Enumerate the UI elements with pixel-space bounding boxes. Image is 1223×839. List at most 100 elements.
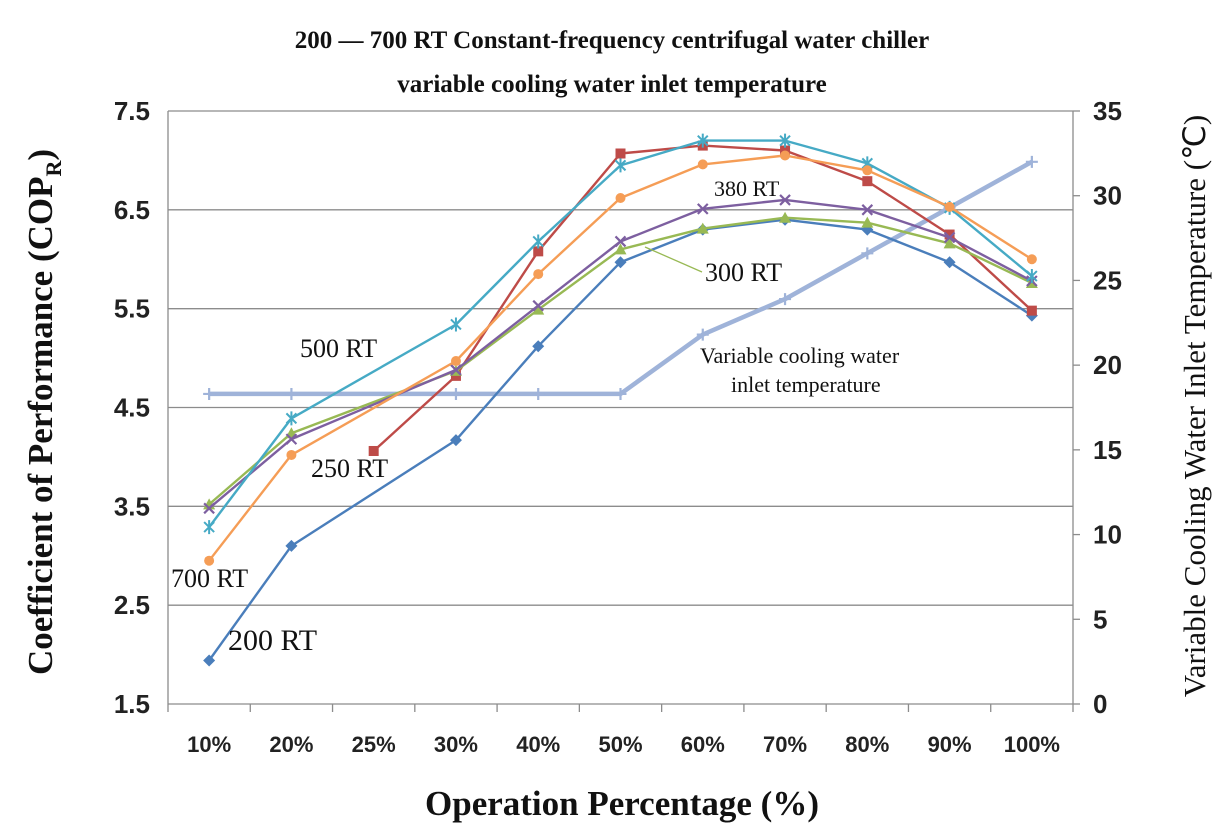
- y-left-tick-label: 2.5: [114, 590, 150, 620]
- leader-layer: [644, 246, 703, 273]
- y-axis-title-left-end: ): [21, 149, 60, 161]
- point-200-rt: [943, 256, 956, 269]
- y-axis-title-left-sub: R: [41, 160, 66, 177]
- y-left-tick-label: 4.5: [114, 393, 150, 423]
- grid-layer: [168, 110, 1073, 606]
- y-left-tick-label: 3.5: [114, 491, 150, 521]
- point-300-rt: [861, 216, 874, 228]
- x-tick-label: 60%: [681, 732, 725, 757]
- point-variable-cooling-water-inlet-temperature: [1025, 155, 1038, 168]
- y-left-tick-label: 1.5: [114, 689, 150, 719]
- y-right-tick-label: 30: [1093, 181, 1122, 211]
- series-700-rt: [204, 150, 1037, 566]
- annotation-500rt: 500 RT: [300, 334, 377, 363]
- point-700-rt: [286, 449, 297, 460]
- point-200-rt: [203, 654, 216, 667]
- chart-title-line2: variable cooling water inlet temperature: [397, 71, 827, 98]
- leader-300rt: [644, 246, 703, 273]
- point-200-rt: [614, 256, 627, 269]
- annotation-250rt: 250 RT: [311, 454, 388, 483]
- series-line-200-rt: [208, 218, 1033, 662]
- point-200-rt: [532, 340, 545, 353]
- point-500-rt: [779, 133, 791, 148]
- point-300-rt: [779, 211, 792, 223]
- point-380-rt: [450, 364, 462, 376]
- point-200-rt: [285, 539, 298, 552]
- point-variable-cooling-water-inlet-temperature: [614, 387, 627, 400]
- series-line-250-rt: [372, 144, 1033, 452]
- x-tick-label: 25%: [352, 732, 396, 757]
- point-300-rt: [532, 303, 545, 315]
- series-380-rt: [203, 194, 1038, 515]
- point-380-rt: [779, 194, 791, 206]
- point-700-rt: [862, 165, 873, 176]
- point-500-rt: [203, 520, 215, 535]
- annotation-temp-line1: Variable cooling water: [700, 343, 900, 368]
- series-250-rt: [368, 140, 1037, 456]
- point-380-rt: [614, 235, 627, 248]
- x-axis-title: Operation Percentage (%): [425, 784, 819, 823]
- x-tick-label: 50%: [598, 732, 642, 757]
- annotation-300rt: 300 RT: [705, 258, 782, 287]
- x-tick-label: 10%: [187, 732, 231, 757]
- point-500-rt: [1026, 269, 1038, 284]
- y-right-tick-label: 5: [1093, 604, 1107, 634]
- y-axis-title-left-main: Coefficient of Performance (COP: [21, 177, 60, 676]
- point-700-rt: [615, 192, 626, 203]
- point-500-rt: [285, 411, 298, 426]
- y-axis-title-right: Variable Cooling Water Inlet Temperature…: [1177, 115, 1212, 698]
- y-axis-title-left: Coefficient of Performance (COPR): [21, 149, 66, 675]
- series-line-380-rt: [208, 198, 1033, 510]
- y-right-tick-label: 10: [1093, 520, 1122, 550]
- point-250-rt: [862, 176, 873, 187]
- x-tick-label: 20%: [269, 732, 313, 757]
- point-380-rt: [285, 433, 298, 445]
- point-380-rt: [203, 502, 215, 515]
- point-380-rt: [861, 204, 874, 216]
- annotation-temp-line2: inlet temperature: [731, 372, 881, 397]
- y-left-tick-label: 6.5: [114, 195, 150, 225]
- point-200-rt: [449, 434, 462, 447]
- series-200-rt: [203, 213, 1038, 667]
- annotation-700rt: 700 RT: [171, 564, 248, 593]
- x-tick-label: 100%: [1004, 732, 1060, 757]
- y-right-tick-label: 25: [1093, 265, 1122, 295]
- point-variable-cooling-water-inlet-temperature: [532, 387, 545, 400]
- point-700-rt: [204, 555, 215, 566]
- series-line-variable-cooling-water-inlet-temperature: [209, 159, 1033, 397]
- y-left-tick-label: 5.5: [114, 294, 150, 324]
- point-250-rt: [368, 445, 379, 456]
- point-500-rt: [450, 317, 462, 332]
- series-line-700-rt: [208, 154, 1033, 562]
- point-700-rt: [780, 150, 791, 161]
- point-380-rt: [696, 203, 709, 215]
- point-250-rt: [533, 246, 544, 257]
- tick-layer: 1.5 2.5 3.5 4.5 5.5 6.5 7.5 0 5 10 15 20 25 30 35 10% 20…: [114, 96, 1122, 757]
- series-layer: [203, 133, 1038, 667]
- point-variable-cooling-water-inlet-temperature: [696, 328, 709, 341]
- x-tick-label: 30%: [434, 732, 478, 757]
- point-380-rt: [943, 231, 956, 244]
- y-right-tick-label: 20: [1093, 350, 1122, 380]
- point-700-rt: [450, 356, 461, 367]
- series-line-500-rt: [208, 139, 1033, 528]
- series-variable-cooling-water-inlet-temperature: [203, 155, 1038, 400]
- point-500-rt: [697, 133, 709, 148]
- point-700-rt: [944, 201, 955, 212]
- x-tick-label: 90%: [928, 732, 972, 757]
- x-tick-label: 80%: [845, 732, 889, 757]
- axis-layer: [167, 111, 1074, 705]
- point-250-rt: [944, 229, 955, 240]
- point-500-rt: [614, 158, 627, 173]
- point-300-rt: [943, 237, 956, 249]
- annotation-380rt: 380 RT: [714, 176, 780, 201]
- point-380-rt: [532, 299, 545, 312]
- annotation-200rt: 200 RT: [228, 624, 317, 657]
- point-700-rt: [533, 269, 544, 280]
- y-right-tick-label: 15: [1093, 435, 1122, 465]
- y-right-tick-label: 35: [1093, 96, 1122, 126]
- y-right-tick-label: 0: [1093, 689, 1107, 719]
- point-variable-cooling-water-inlet-temperature: [861, 247, 874, 260]
- y-left-tick-label: 7.5: [114, 96, 150, 126]
- point-variable-cooling-water-inlet-temperature: [285, 387, 298, 400]
